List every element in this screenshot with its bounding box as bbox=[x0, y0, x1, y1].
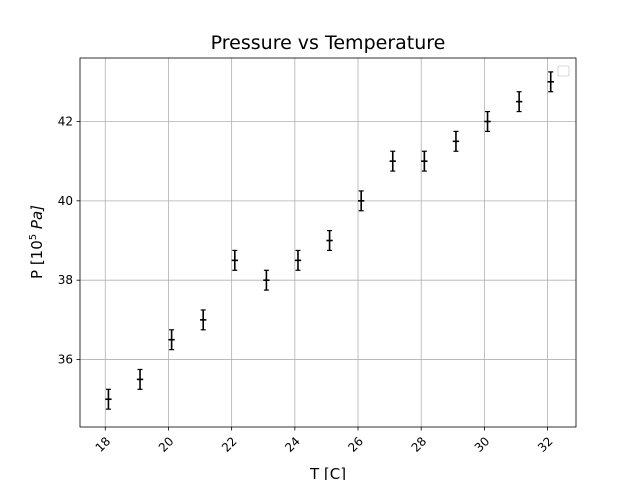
data-point bbox=[484, 110, 491, 133]
plot-area-frame bbox=[79, 57, 577, 428]
x-tick-label: 20 bbox=[156, 434, 177, 455]
x-axis-ticks: 18 20 22 24 26 28 30 32 bbox=[93, 427, 556, 455]
y-axis-label-exponent: 5 bbox=[28, 234, 39, 240]
y-tick-label: 42 bbox=[58, 114, 73, 128]
data-points bbox=[105, 71, 554, 410]
x-tick-label: 26 bbox=[345, 434, 366, 455]
y-tick-label: 38 bbox=[58, 273, 73, 287]
chart-title: Pressure vs Temperature bbox=[211, 32, 446, 54]
legend-box bbox=[557, 65, 570, 77]
data-point bbox=[421, 150, 428, 172]
data-point bbox=[515, 91, 523, 113]
x-axis-label: T [C] bbox=[309, 465, 346, 480]
y-axis-ticks: 36 38 40 42 bbox=[58, 114, 80, 367]
data-point bbox=[294, 249, 302, 271]
x-tick-label: 28 bbox=[409, 434, 430, 455]
y-axis-label-prefix: P [10 bbox=[28, 240, 46, 279]
y-tick-label: 36 bbox=[58, 353, 73, 367]
x-tick-label: 32 bbox=[535, 434, 556, 455]
y-tick-label: 40 bbox=[58, 194, 73, 208]
x-tick-label: 24 bbox=[282, 434, 303, 455]
data-point bbox=[389, 150, 396, 172]
x-tick-label: 30 bbox=[472, 434, 493, 455]
data-point bbox=[231, 249, 238, 271]
grid-lines bbox=[80, 58, 576, 427]
data-point bbox=[547, 71, 554, 93]
data-point bbox=[452, 130, 460, 152]
data-point bbox=[136, 368, 144, 390]
data-point bbox=[326, 229, 333, 252]
data-point bbox=[358, 190, 365, 212]
x-tick-label: 18 bbox=[93, 434, 114, 455]
data-point bbox=[200, 309, 207, 331]
data-point bbox=[263, 269, 270, 291]
y-axis-label-suffix: Pa] bbox=[28, 205, 46, 234]
x-tick-label: 22 bbox=[219, 434, 240, 455]
data-point bbox=[105, 388, 112, 410]
y-axis-label: P [105 Pa] bbox=[28, 205, 46, 279]
data-point bbox=[168, 329, 175, 351]
